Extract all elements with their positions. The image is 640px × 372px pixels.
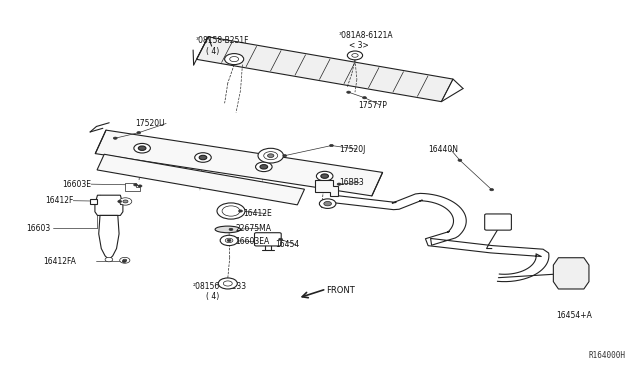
Circle shape xyxy=(138,146,146,150)
Circle shape xyxy=(220,235,238,246)
Circle shape xyxy=(118,201,122,202)
Text: ( 4): ( 4) xyxy=(205,292,219,301)
Text: 16454: 16454 xyxy=(275,240,300,249)
Circle shape xyxy=(123,259,127,262)
Polygon shape xyxy=(125,183,140,191)
Text: 17577P: 17577P xyxy=(358,100,387,110)
Circle shape xyxy=(278,238,282,240)
Circle shape xyxy=(120,257,130,263)
Polygon shape xyxy=(95,195,123,215)
Circle shape xyxy=(218,278,237,289)
Circle shape xyxy=(138,185,142,187)
Circle shape xyxy=(283,154,287,157)
Polygon shape xyxy=(315,180,338,196)
Circle shape xyxy=(255,162,272,171)
Circle shape xyxy=(268,154,274,157)
Text: ³081A8-6121A: ³081A8-6121A xyxy=(339,31,394,40)
Polygon shape xyxy=(120,199,128,204)
Text: 16412E: 16412E xyxy=(244,209,273,218)
Text: 17520J: 17520J xyxy=(339,145,365,154)
Text: < 3>: < 3> xyxy=(349,41,369,50)
Circle shape xyxy=(239,210,243,212)
Polygon shape xyxy=(97,154,305,205)
Text: 16412F: 16412F xyxy=(45,196,74,205)
Polygon shape xyxy=(99,215,119,260)
Circle shape xyxy=(113,137,117,139)
Circle shape xyxy=(217,203,245,219)
Text: ³08158-B251F: ³08158-B251F xyxy=(196,36,250,45)
Circle shape xyxy=(122,260,126,263)
Text: 16440N: 16440N xyxy=(428,145,458,154)
Text: ( 4): ( 4) xyxy=(205,47,219,56)
Text: 16603E: 16603E xyxy=(63,180,92,189)
Circle shape xyxy=(337,183,341,185)
Circle shape xyxy=(490,189,493,191)
Text: 22675MA: 22675MA xyxy=(236,224,271,233)
Circle shape xyxy=(258,148,284,163)
Circle shape xyxy=(225,54,244,65)
Circle shape xyxy=(458,159,462,161)
Circle shape xyxy=(134,184,138,186)
Text: 16BB3: 16BB3 xyxy=(339,178,364,187)
Circle shape xyxy=(347,91,351,93)
Circle shape xyxy=(119,198,132,205)
FancyBboxPatch shape xyxy=(484,214,511,230)
Circle shape xyxy=(321,174,328,178)
Text: 16603EA: 16603EA xyxy=(236,237,269,246)
Text: ²08156-61233: ²08156-61233 xyxy=(193,282,247,291)
Text: 16454+A: 16454+A xyxy=(556,311,592,320)
Circle shape xyxy=(195,153,211,162)
Circle shape xyxy=(363,97,367,99)
Circle shape xyxy=(199,155,207,160)
Circle shape xyxy=(316,171,333,181)
Circle shape xyxy=(105,257,113,262)
Circle shape xyxy=(134,144,150,153)
Text: 16412FA: 16412FA xyxy=(44,257,76,266)
FancyBboxPatch shape xyxy=(255,233,281,246)
Circle shape xyxy=(227,239,231,241)
Circle shape xyxy=(123,200,128,203)
Polygon shape xyxy=(90,199,97,204)
Polygon shape xyxy=(554,258,589,289)
Circle shape xyxy=(229,228,233,231)
Text: 16603: 16603 xyxy=(26,224,51,233)
Circle shape xyxy=(319,199,336,208)
Circle shape xyxy=(260,165,268,169)
Polygon shape xyxy=(95,130,383,196)
Ellipse shape xyxy=(215,226,241,233)
Circle shape xyxy=(348,51,363,60)
Text: FRONT: FRONT xyxy=(326,286,355,295)
Text: 17520U: 17520U xyxy=(136,119,165,128)
Text: R164000H: R164000H xyxy=(588,351,625,360)
Circle shape xyxy=(324,202,332,206)
Polygon shape xyxy=(196,37,453,102)
Circle shape xyxy=(137,132,141,134)
Circle shape xyxy=(330,144,333,147)
